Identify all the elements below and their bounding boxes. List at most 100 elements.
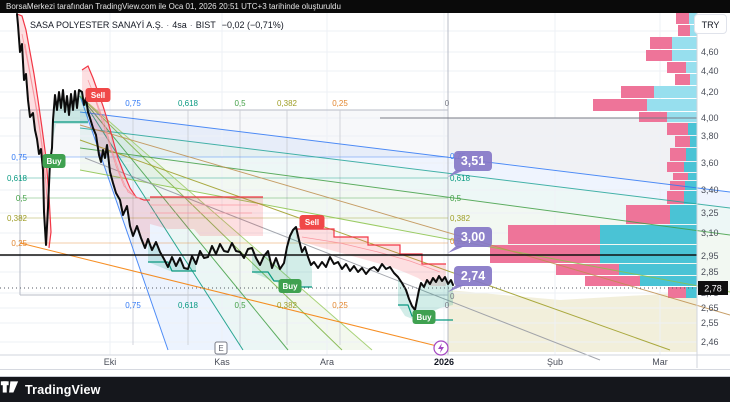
price-tick: 3,60	[701, 158, 719, 168]
time-tick: Ara	[320, 357, 334, 367]
fib-price-label: 0,382	[7, 214, 28, 223]
key-levels	[0, 117, 697, 289]
bottom-gap	[0, 369, 730, 377]
time-tick: Kas	[214, 357, 230, 367]
attribution-text: BorsaMerkezi tarafından TradingView.com …	[6, 2, 341, 11]
price-tick: 4,40	[701, 66, 719, 76]
trend-line[interactable]	[79, 95, 373, 351]
trend-line[interactable]	[79, 127, 730, 209]
fib-price-callouts: 3,51 3,00 2,74	[448, 151, 492, 292]
signal-label: Buy	[416, 313, 432, 322]
volume-profile-sell-bar	[593, 99, 647, 111]
sell-marker[interactable]	[85, 88, 111, 102]
trend-line[interactable]	[19, 242, 442, 348]
trend-line[interactable]	[79, 124, 730, 316]
chart-legend: SASA POLYESTER SANAYİ A.Ş. · 4sa · BIST −0,02…	[30, 20, 284, 30]
fib-gann-box	[19, 12, 449, 355]
trend-line[interactable]	[79, 95, 343, 351]
fib-price-callout-value: 3,00	[461, 230, 485, 244]
price-tick: 2,85	[701, 267, 719, 277]
fib-time-label: 0,618	[178, 99, 199, 108]
signal-label: Buy	[282, 282, 298, 291]
buy-band	[398, 276, 453, 320]
trend-line[interactable]	[84, 157, 601, 361]
currency-toggle[interactable]: TRY	[694, 14, 727, 34]
volume-profile-buy-bar	[686, 148, 697, 161]
volume-profile-buy-bar	[690, 25, 697, 36]
earnings-icon[interactable]	[214, 341, 228, 355]
tradingview-wordmark[interactable]: TradingView	[25, 382, 101, 397]
fib-price-callout[interactable]	[454, 266, 492, 286]
price-tick: 2,55	[701, 318, 719, 328]
fib-price-label: 0,618	[7, 174, 28, 183]
volume-profile-buy-bar	[684, 191, 697, 204]
volume-profile-sell-bar	[646, 50, 672, 61]
volume-profile-sell-bar	[667, 162, 684, 172]
fib-time-label: 0,25	[332, 99, 348, 108]
sell-band-edge	[16, 13, 52, 249]
trend-line[interactable]	[79, 147, 730, 236]
volume-profile-sell-bar	[556, 264, 619, 275]
buy-marker[interactable]	[412, 310, 436, 324]
sell-band	[296, 229, 446, 286]
volume-profile-sell-bar	[673, 173, 688, 180]
fib-time-label: 0,382	[277, 301, 298, 310]
volume-profile-buy-bar	[686, 287, 697, 298]
volume-profile-buy-bar	[684, 162, 697, 172]
sell-marker[interactable]	[299, 215, 325, 229]
price-tick: 3,10	[701, 228, 719, 238]
buy-marker[interactable]	[42, 154, 66, 168]
buy-marker[interactable]	[278, 279, 302, 293]
volume-profile-sell-bar	[508, 225, 600, 244]
volume-profile-buy-bar	[689, 12, 697, 24]
fib-price-callout[interactable]	[454, 227, 492, 247]
trend-line[interactable]	[79, 169, 730, 293]
volume-profile-buy-bar	[670, 205, 697, 224]
fib-price-label: 0,5	[16, 194, 28, 203]
volume-profile-buy-bar	[688, 123, 697, 135]
volume-profile-buy-bar	[688, 173, 697, 180]
volume-profile-sell-bar	[676, 12, 689, 24]
fib-price-callout[interactable]	[454, 151, 492, 171]
volume-profile-buy-bar	[647, 99, 697, 111]
trend-line[interactable]	[79, 111, 730, 193]
symbol-title[interactable]: SASA POLYESTER SANAYİ A.Ş.	[30, 20, 164, 30]
volume-profile-buy-bar	[654, 86, 697, 98]
fib-price-label: 0	[450, 292, 455, 301]
volume-profile-buy-bar	[672, 37, 697, 49]
time-tick: Şub	[547, 357, 563, 367]
sell-band	[150, 197, 263, 236]
fib-time-label: 0,75	[125, 99, 141, 108]
legend-separator: ·	[166, 20, 170, 30]
fib-price-label: 0,618	[450, 174, 471, 183]
time-tick: Eki	[104, 357, 117, 367]
interval-label[interactable]: 4sa	[172, 20, 187, 30]
exchange-label[interactable]: BIST	[195, 20, 216, 30]
fib-time-label: 0,5	[234, 301, 246, 310]
buy-band-edge	[148, 261, 196, 272]
fib-price-callout-value: 3,51	[461, 154, 485, 168]
volume-profile-sell-bar	[621, 86, 654, 98]
axis-frame	[0, 12, 730, 368]
volume-profile-buy-bar	[690, 136, 697, 147]
price-axis[interactable]: 4,60 4,40 4,20 4,00 3,80 3,60 3,40 3,25 3,10 2,95…	[698, 47, 728, 347]
fib-price-label: 0,382	[450, 214, 471, 223]
volume-profile-buy-bar	[600, 245, 697, 263]
time-axis[interactable]: Eki Kas Ara 2026 Şub Mar	[104, 357, 668, 367]
attribution-bar: BorsaMerkezi tarafından TradingView.com …	[0, 0, 730, 13]
sell-band-edge	[296, 228, 446, 265]
trend-line[interactable]	[79, 95, 289, 351]
trend-line[interactable]	[79, 95, 169, 351]
volume-profile-buy-bar	[619, 264, 697, 275]
volume-profile-buy-bar	[600, 225, 697, 244]
volume-profile-sell-bar	[675, 74, 690, 85]
signal-label: Buy	[46, 157, 62, 166]
timeline-events: E	[214, 340, 449, 356]
volume-profile-sell-bar	[675, 136, 690, 147]
price-line[interactable]	[16, 13, 454, 311]
volume-profile-buy-bar	[686, 62, 697, 73]
volume-profile-sell-bar	[626, 205, 670, 224]
volume-profile-buy-bar	[672, 50, 697, 61]
